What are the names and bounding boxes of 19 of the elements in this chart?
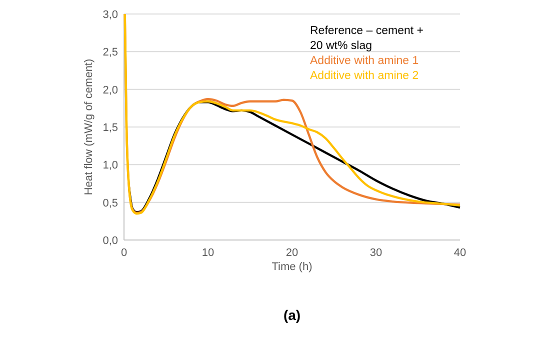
x-tick-label: 10 — [202, 247, 214, 259]
text: Reference – cement + 20 wt% slag — [310, 25, 424, 52]
y-axis-title: Heat flow (mW/g of cement) — [83, 58, 95, 196]
x-tick-label: 20 — [286, 247, 298, 259]
text: Additive with amine 1 — [310, 55, 419, 67]
x-tick-label: 0 — [120, 247, 128, 259]
text: (a) — [283, 307, 301, 323]
y-tick-label: 2,5 — [102, 46, 118, 59]
y-tick-label: 1,0 — [102, 160, 118, 172]
x-tick-label: 40 — [454, 247, 466, 259]
y-tick-label: 2,0 — [102, 84, 118, 96]
line-series — [128, 101, 462, 214]
y-tick-label: 1,5 — [102, 122, 118, 134]
text: Additive with amine 2 — [310, 70, 419, 82]
x-tick-label: 30 — [370, 247, 382, 259]
y-tick-label: 0,0 — [102, 235, 118, 247]
x-axis-title: Time (h) — [272, 261, 312, 273]
y-tick-label: 0,5 — [102, 197, 118, 210]
y-tick-label: 3,0 — [102, 9, 118, 21]
